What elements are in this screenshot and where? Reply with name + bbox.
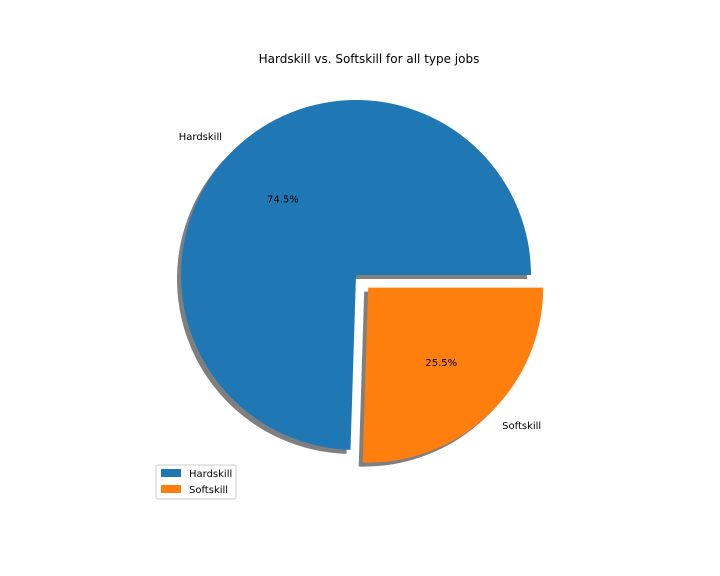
legend-label-softskill: Softskill [189,485,228,496]
legend-label-hardskill: Hardskill [189,469,232,480]
pie-slices [181,100,544,463]
slice-label-hardskill: Hardskill [179,132,222,143]
slice-pct-hardskill: 74.5% [267,195,299,206]
legend-swatch-hardskill [161,469,181,477]
legend: Hardskill Softskill [155,464,237,500]
pie-slice-hardskill [181,100,531,450]
pie-slice-softskill [362,287,544,463]
slice-label-softskill: Softskill [502,421,541,432]
slice-pct-softskill: 25.5% [425,358,457,369]
chart-title: Hardskill vs. Softskill for all type job… [259,52,480,66]
pie-labels: Hardskill 74.5% Softskill 25.5% [179,132,541,432]
legend-swatch-softskill [161,485,181,493]
